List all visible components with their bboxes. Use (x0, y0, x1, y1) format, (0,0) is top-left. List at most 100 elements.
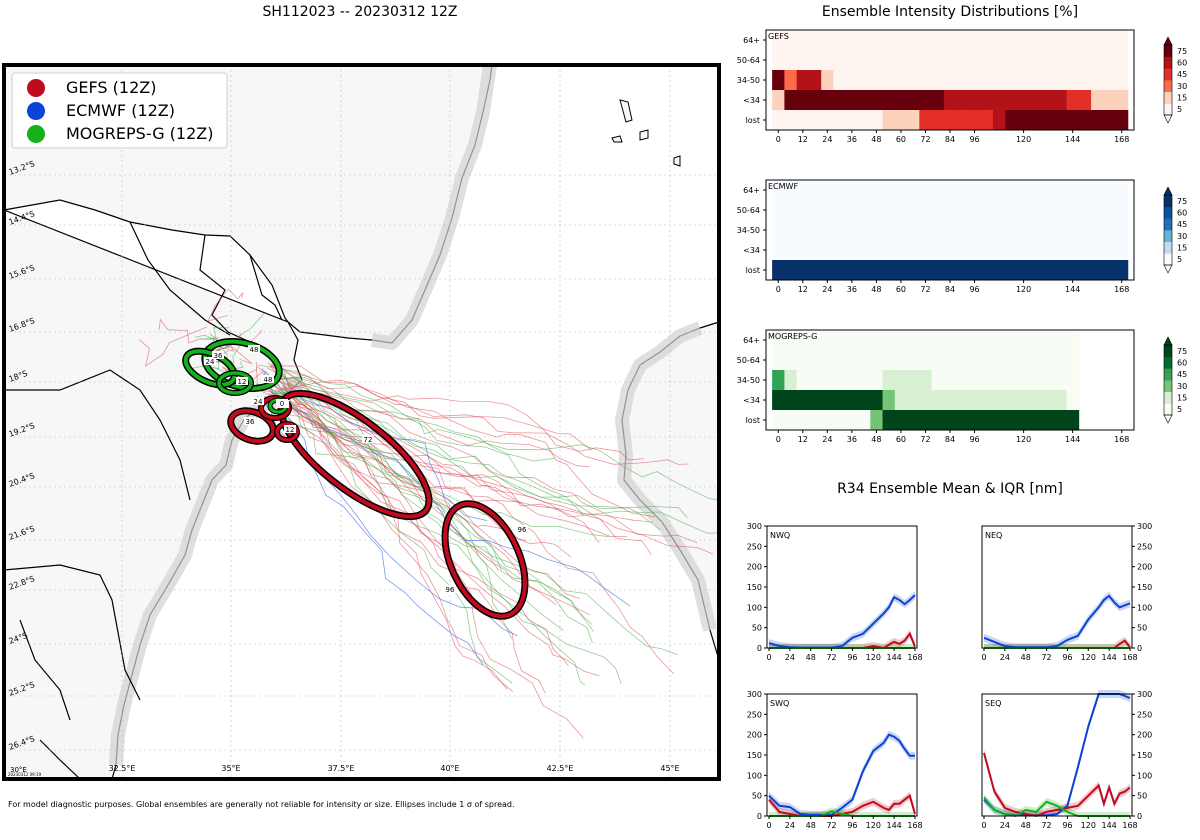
r34-iqr-band (984, 591, 1130, 648)
heat-cell (784, 350, 798, 371)
r34-plot-bg (982, 694, 1132, 816)
heat-x-label: 48 (871, 135, 881, 144)
ellipse-label-bg (276, 399, 288, 407)
heat-cell (882, 330, 896, 351)
heat-x-label: 60 (896, 135, 906, 144)
heat-cell (1029, 50, 1043, 71)
heat-x-label: 84 (945, 135, 955, 144)
heat-cell (784, 330, 798, 351)
heat-cell (1042, 50, 1055, 71)
heat-cell (1066, 180, 1080, 201)
r34-x-label: 72 (826, 821, 836, 830)
heat-cell (919, 220, 932, 241)
r34-x-label: 24 (1000, 653, 1010, 662)
colorbar-step (1164, 195, 1172, 207)
heat-cell (870, 220, 883, 241)
r34-y-label: 250 (747, 710, 762, 719)
heat-cell (907, 180, 920, 201)
heat-cell (931, 180, 945, 201)
heat-cell (858, 350, 871, 371)
heat-cell (1091, 30, 1104, 51)
heat-cell (956, 370, 969, 391)
colorbar-step (1164, 253, 1172, 266)
heat-cell (845, 240, 859, 261)
heat-x-label: 36 (847, 135, 857, 144)
ellipse-label-bg (252, 397, 264, 405)
heat-cell (980, 240, 994, 261)
heat-cell (845, 30, 859, 51)
heat-cell (845, 180, 859, 201)
heat-cell (931, 220, 945, 241)
heat-cell (931, 90, 945, 111)
colorbar-max-arrow (1163, 336, 1173, 346)
heatmap-gefs: GEFS 64+ 50-64 34-50 <34 lost 0 12 24 36 48 60 72 84 9… (737, 29, 1135, 144)
heat-cell (858, 410, 871, 431)
heat-cell (931, 30, 945, 51)
heat-cell (1005, 330, 1018, 351)
heat-cell (919, 410, 932, 431)
heat-cell (968, 260, 982, 281)
colorbar-step (1164, 80, 1172, 92)
heat-cell (1005, 30, 1018, 51)
timestamp-stamp: 20230312 09:19 (8, 772, 42, 777)
heat-cell (1078, 70, 1092, 91)
heat-cell (1054, 200, 1067, 221)
track-line (255, 361, 584, 739)
heat-cell (968, 220, 982, 241)
heat-cell (956, 200, 969, 221)
heat-cell (1066, 30, 1080, 51)
r34-x-label: 96 (1062, 653, 1072, 662)
heat-cell (833, 370, 847, 391)
heat-cell (870, 70, 883, 91)
gefs-ellipse-label: 72 (364, 436, 373, 444)
heat-cell (772, 30, 785, 51)
colorbar-ecmwf: 5 15 30 45 60 75 (1163, 186, 1187, 274)
heat-cell (980, 90, 994, 111)
heat-cell (1017, 390, 1031, 411)
heat-cell (1017, 200, 1031, 221)
heat-cell (1054, 410, 1067, 431)
heat-cell (992, 30, 1006, 51)
heat-cell (845, 70, 859, 91)
colorbar-tick-label: 45 (1177, 220, 1187, 229)
heat-cell (894, 110, 908, 131)
colorbar-tick-label: 5 (1177, 255, 1182, 264)
heat-cell (1091, 70, 1104, 91)
heat-cell (992, 350, 1006, 371)
heat-cell (894, 30, 908, 51)
heat-cell (1042, 330, 1055, 351)
r34-x-label: 120 (1081, 653, 1096, 662)
heat-cell (1054, 90, 1067, 111)
r34-y-label: 100 (1137, 771, 1152, 780)
heat-cell (833, 180, 847, 201)
heat-x-label: 60 (896, 435, 906, 444)
mogreps-ellipse-label: 48 (250, 346, 259, 354)
heat-cell (931, 110, 945, 131)
heat-cell (943, 410, 957, 431)
heat-cell (907, 70, 920, 91)
r34-y-label: 150 (747, 583, 762, 592)
country-borders (3, 221, 283, 780)
ellipse-label-bg (444, 585, 456, 593)
heat-cell (980, 260, 994, 281)
heat-cell (992, 330, 1006, 351)
heat-cell (845, 350, 859, 371)
heat-cell (956, 30, 969, 51)
heat-cell (784, 240, 798, 261)
heat-cell (784, 370, 798, 391)
track-line (262, 368, 484, 666)
heat-cell (992, 110, 1006, 131)
heat-cell (1005, 240, 1018, 261)
heat-cell (821, 180, 834, 201)
r34-iqr-band (769, 591, 915, 648)
heat-cell (907, 200, 920, 221)
heat-x-label: 144 (1065, 135, 1080, 144)
track-map[interactable]: 012243648729696012243648 13.2°S14.4°S15.… (0, 60, 724, 784)
heat-cell (772, 350, 785, 371)
heat-cell (956, 330, 969, 351)
heat-cell (808, 70, 822, 91)
heat-cell (858, 50, 871, 71)
colorbar-tick-label: 30 (1177, 382, 1187, 391)
heat-cell (1017, 30, 1031, 51)
heat-cell (1005, 110, 1018, 131)
